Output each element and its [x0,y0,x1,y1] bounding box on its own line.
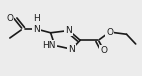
Text: H: H [33,14,40,23]
Text: O: O [101,46,107,55]
Text: HN: HN [42,41,56,50]
Text: N: N [68,45,75,54]
Text: O: O [6,14,13,23]
Text: N: N [65,26,72,35]
Text: N: N [33,25,40,34]
Text: O: O [106,28,113,37]
